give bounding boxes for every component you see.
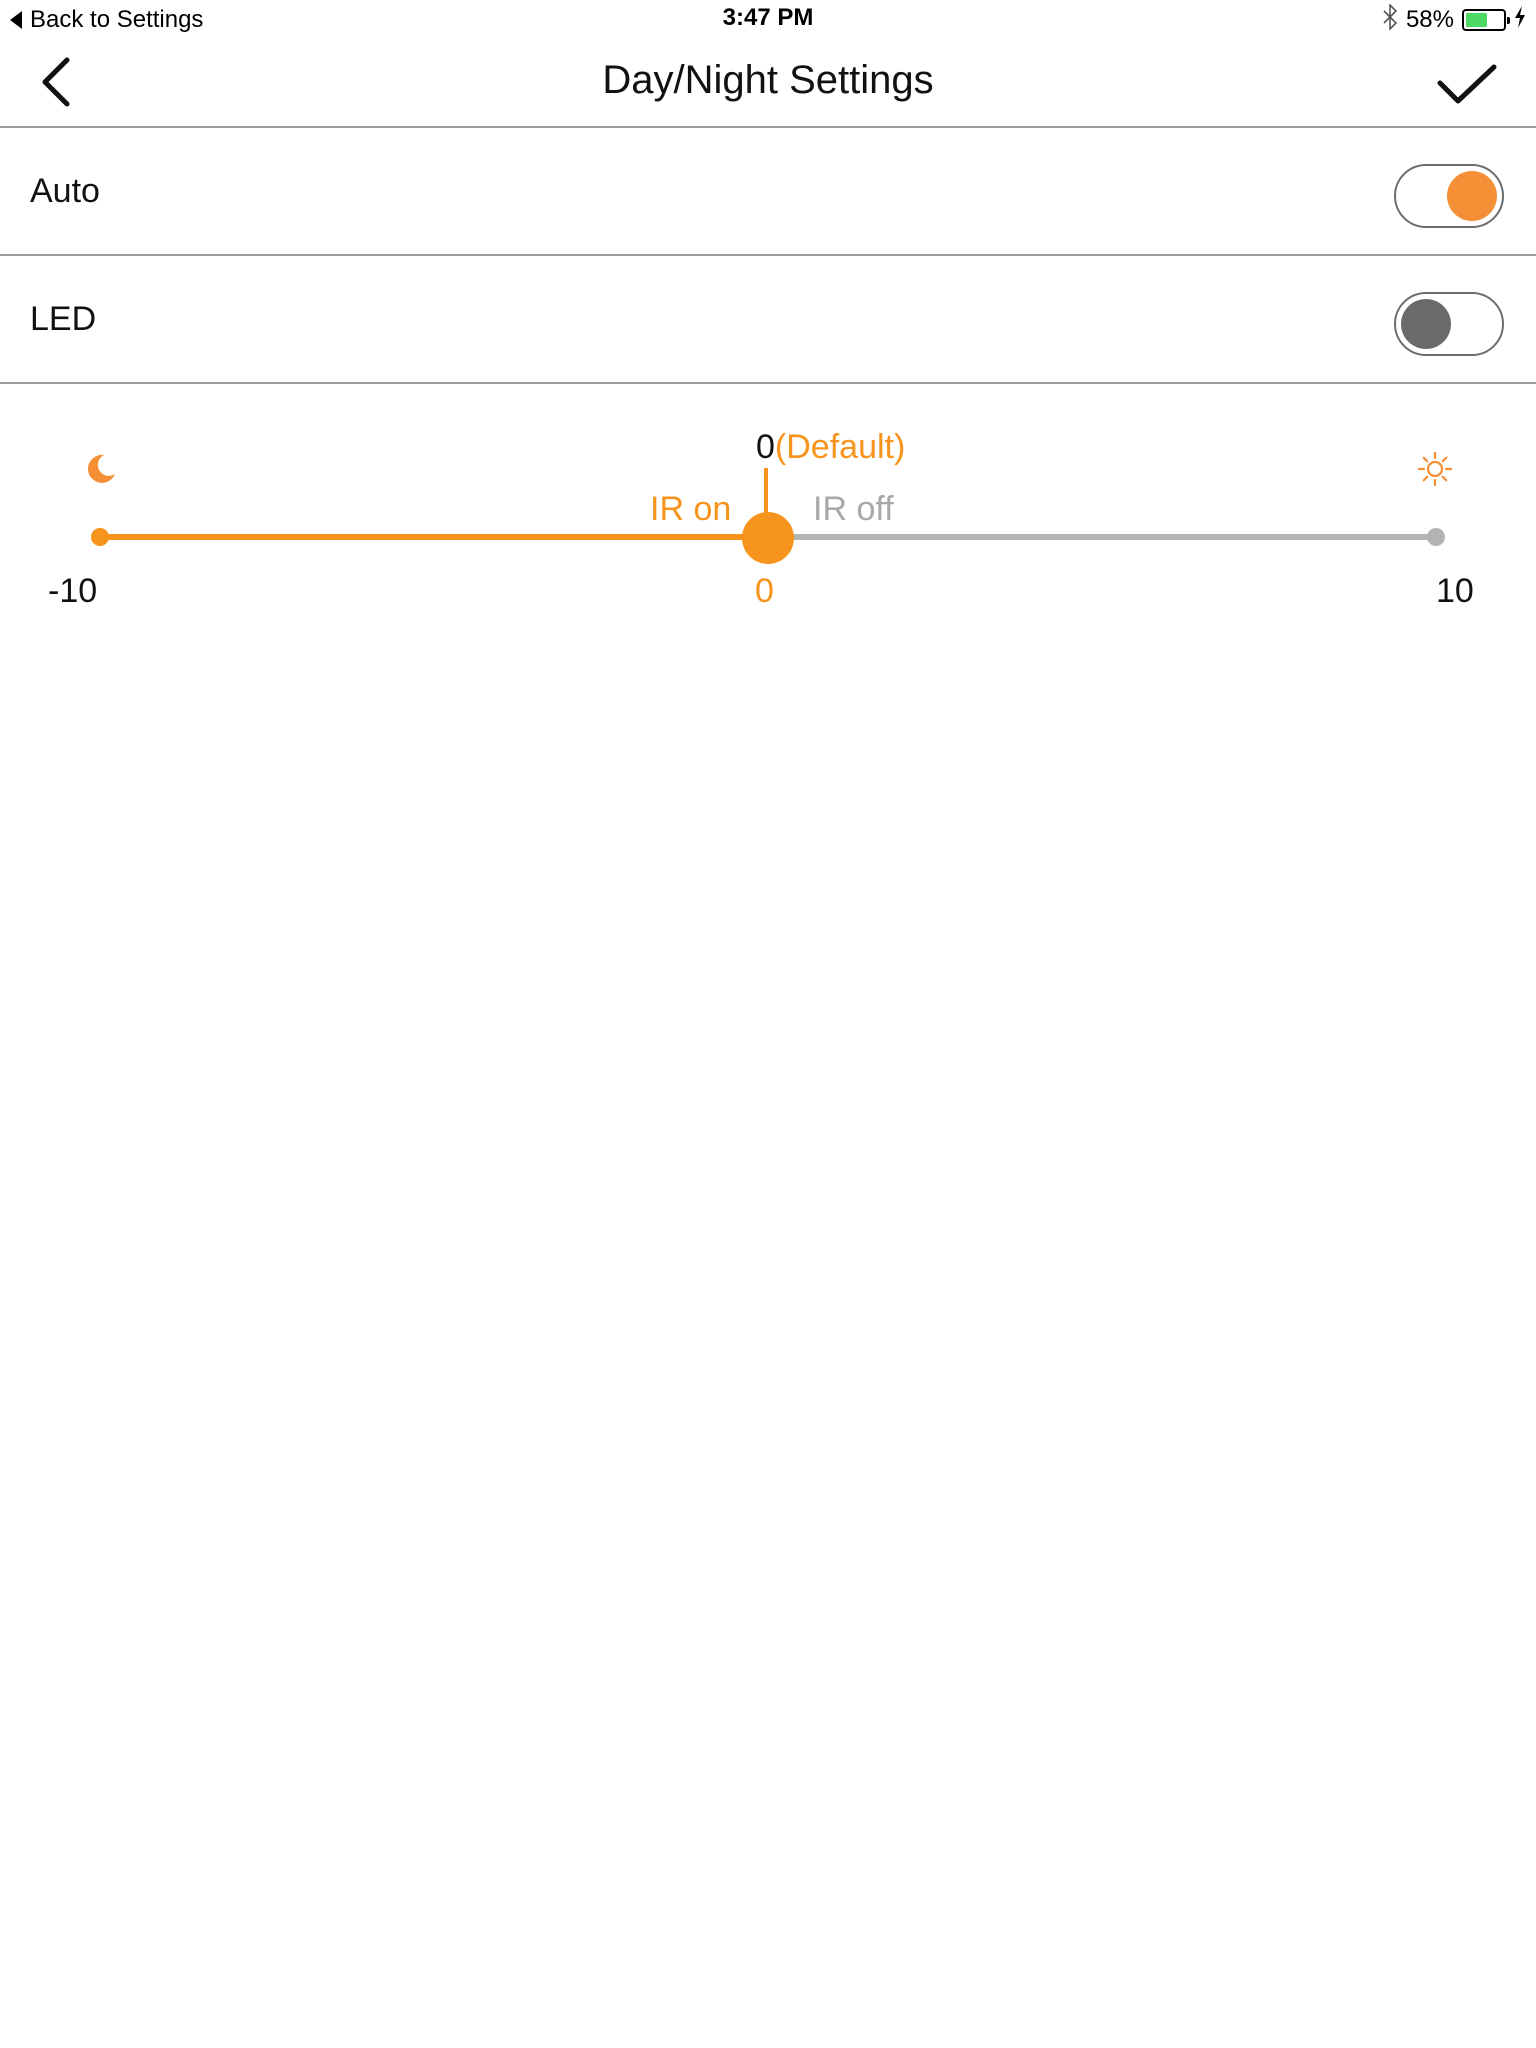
slider-max-dot — [1427, 528, 1445, 546]
page-title: Day/Night Settings — [602, 58, 934, 102]
auto-label: Auto — [30, 172, 100, 210]
back-to-settings-link[interactable]: Back to Settings — [10, 4, 203, 36]
led-toggle[interactable] — [1394, 292, 1504, 356]
back-chevron-icon[interactable] — [30, 56, 82, 108]
toggle-knob — [1447, 171, 1497, 221]
navigation-bar: Day/Night Settings — [0, 40, 1536, 128]
status-bar: Back to Settings 3:47 PM 58% — [0, 0, 1536, 40]
led-setting-row: LED — [0, 256, 1536, 384]
default-value: 0 — [756, 428, 775, 466]
sun-icon — [1417, 451, 1453, 491]
default-tag: (Default) — [774, 428, 906, 466]
charging-bolt-icon — [1514, 5, 1526, 35]
slider-min-dot — [91, 528, 109, 546]
checkmark-icon[interactable] — [1434, 60, 1500, 110]
default-tick-mark — [764, 468, 768, 526]
slider-current-value: 0 — [755, 572, 774, 610]
default-marker-label: 0(Default) — [756, 428, 905, 467]
status-indicators: 58% — [1382, 2, 1526, 37]
ir-off-label: IR off — [813, 490, 894, 528]
status-time: 3:47 PM — [722, 4, 814, 31]
slider-min-label: -10 — [48, 572, 98, 610]
toggle-knob — [1401, 299, 1451, 349]
back-to-settings-label: Back to Settings — [30, 6, 204, 33]
led-label: LED — [30, 300, 97, 338]
day-night-slider: 0(Default) IR on IR off -10 0 10 — [0, 386, 1536, 626]
slider-track-active[interactable] — [100, 534, 768, 540]
slider-track-inactive[interactable] — [768, 534, 1436, 540]
auto-toggle[interactable] — [1394, 164, 1504, 228]
moon-icon — [84, 452, 118, 491]
auto-setting-row: Auto — [0, 128, 1536, 256]
slider-max-label: 10 — [1436, 572, 1474, 610]
bluetooth-icon — [1382, 2, 1398, 37]
battery-icon — [1462, 9, 1510, 31]
slider-thumb[interactable] — [742, 512, 794, 564]
ir-on-label: IR on — [650, 490, 732, 528]
battery-percent: 58% — [1405, 6, 1454, 33]
back-triangle-icon — [10, 11, 22, 29]
